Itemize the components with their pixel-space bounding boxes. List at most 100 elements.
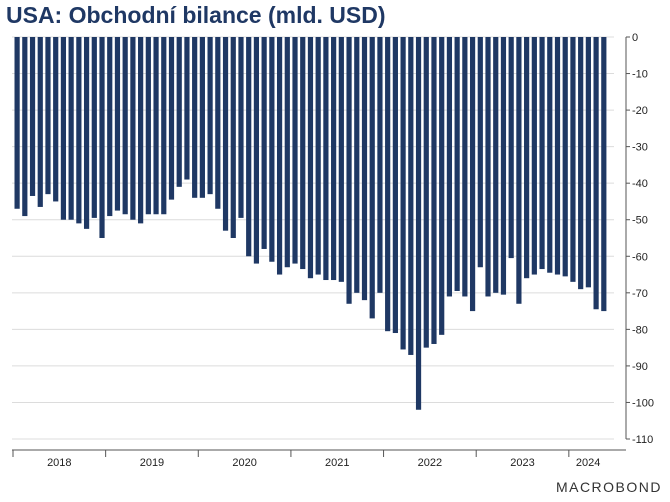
bar	[423, 37, 429, 348]
bar	[431, 37, 437, 344]
bar	[199, 37, 205, 198]
bar	[524, 37, 530, 279]
x-tick-label: 2018	[47, 457, 71, 469]
bar	[446, 37, 453, 297]
bar	[83, 37, 90, 229]
chart-title: USA: Obchodní bilance (mld. USD)	[6, 2, 386, 28]
bar	[331, 37, 337, 281]
bar	[107, 37, 113, 217]
bar	[207, 37, 213, 195]
bar	[292, 37, 298, 264]
y-tick-label: -50	[632, 215, 648, 227]
bar	[246, 37, 252, 257]
y-tick-label: -30	[632, 142, 648, 154]
bar	[377, 37, 383, 293]
bar	[454, 37, 460, 291]
bar	[114, 37, 121, 211]
bars	[14, 37, 607, 410]
macrobond-logo: MACROBOND	[555, 479, 662, 495]
bar	[408, 37, 414, 355]
bar	[176, 37, 182, 187]
y-tick-label: 0	[632, 32, 638, 44]
bar	[439, 37, 445, 335]
bar	[276, 37, 283, 275]
bar	[531, 37, 537, 275]
y-tick-label: -40	[632, 178, 648, 190]
bar	[222, 37, 229, 231]
bar	[230, 37, 236, 238]
bar	[29, 37, 36, 196]
bar	[60, 37, 67, 220]
bar	[462, 37, 468, 297]
bar	[539, 37, 545, 270]
y-tick-label: -60	[632, 251, 648, 263]
bar	[323, 37, 329, 281]
x-tick-label: 2022	[418, 457, 442, 469]
bar	[415, 37, 422, 410]
bar	[37, 37, 43, 207]
bar	[508, 37, 514, 259]
bar	[500, 37, 507, 295]
bar	[361, 37, 368, 301]
bar	[493, 37, 499, 293]
bar	[192, 37, 198, 198]
bar	[130, 37, 136, 220]
bar	[238, 37, 244, 218]
bar	[392, 37, 398, 334]
bar	[578, 37, 584, 290]
bar	[307, 37, 314, 279]
x-tick-label: 2020	[232, 457, 256, 469]
bar	[91, 37, 97, 218]
bar	[485, 37, 491, 297]
bar	[346, 37, 352, 304]
y-tick-label: -10	[632, 69, 648, 81]
y-tick-label: -110	[632, 434, 653, 446]
bar	[76, 37, 82, 224]
bar	[215, 37, 221, 209]
bar	[400, 37, 406, 350]
bar	[585, 37, 591, 288]
y-tick-label: -70	[632, 288, 648, 300]
bar	[562, 37, 568, 277]
bar	[516, 37, 522, 304]
bar	[300, 37, 306, 270]
bar	[570, 37, 576, 282]
bar	[547, 37, 553, 273]
bar	[469, 37, 476, 312]
x-tick-label: 2023	[510, 457, 534, 469]
bar	[269, 37, 275, 262]
bar	[122, 37, 128, 215]
x-tick-labels: 2018 2019 2020 2021 2022 2023 2024	[47, 457, 600, 469]
bar	[385, 37, 391, 332]
bar	[153, 37, 159, 215]
bar	[315, 37, 321, 275]
y-tick-label: -20	[632, 105, 648, 117]
bar	[45, 37, 51, 195]
bar	[477, 37, 483, 268]
bar	[253, 37, 260, 264]
bar	[161, 37, 167, 215]
bar	[369, 37, 375, 319]
bar	[14, 37, 20, 209]
bar	[261, 37, 267, 249]
bar	[601, 37, 607, 312]
bar	[22, 37, 28, 217]
bar	[554, 37, 561, 275]
x-tick-label: 2024	[576, 457, 600, 469]
bar	[99, 37, 105, 238]
bar	[145, 37, 151, 215]
bar	[284, 37, 290, 268]
y-tick-labels: 0 -10 -20 -30 -40 -50 -60 -70 -80 -90 -100 -110	[632, 32, 654, 446]
y-tick-label: -90	[632, 361, 648, 373]
bar	[53, 37, 59, 202]
bar	[168, 37, 175, 200]
bar	[68, 37, 74, 220]
bar	[593, 37, 599, 310]
bar	[354, 37, 360, 293]
bar	[338, 37, 344, 282]
y-tick-label: -80	[632, 324, 648, 336]
x-tick-label: 2019	[140, 457, 164, 469]
axes	[12, 36, 630, 457]
bar	[184, 37, 190, 180]
